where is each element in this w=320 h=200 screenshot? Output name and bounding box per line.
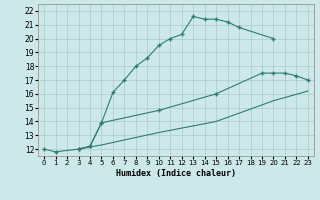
X-axis label: Humidex (Indice chaleur): Humidex (Indice chaleur) [116,169,236,178]
